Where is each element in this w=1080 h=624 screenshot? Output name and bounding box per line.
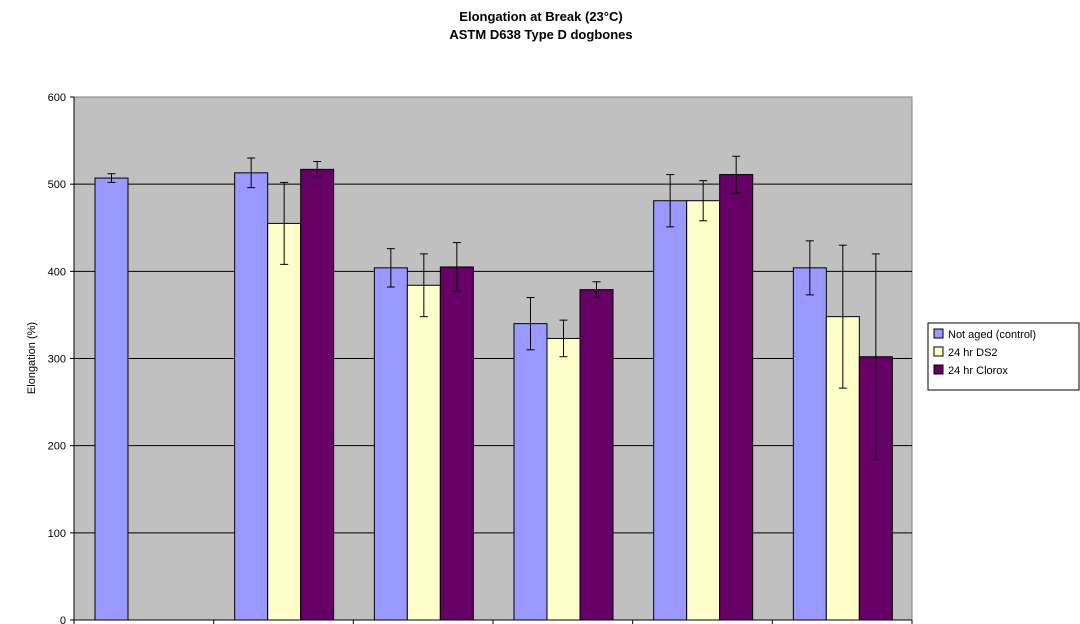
y-tick-label: 600 bbox=[48, 92, 66, 104]
bar bbox=[406, 284, 441, 621]
bar bbox=[653, 200, 688, 621]
y-axis: 0 100 200 300 400 500 600 bbox=[48, 92, 75, 624]
bar bbox=[546, 337, 581, 621]
chart-title: Elongation at Break (23°C) bbox=[459, 9, 622, 24]
bars bbox=[94, 168, 893, 621]
bar bbox=[300, 168, 335, 621]
legend: Not aged (control) 24 hr DS2 24 hr Clorox bbox=[927, 322, 1080, 391]
legend-box bbox=[927, 322, 1080, 391]
chart-subtitle: ASTM D638 Type D dogbones bbox=[449, 27, 632, 42]
bar bbox=[373, 267, 408, 621]
bar bbox=[719, 174, 754, 621]
y-axis-title: Elongation (%) bbox=[26, 322, 38, 394]
legend-swatch bbox=[933, 328, 944, 339]
y-tick-label: 400 bbox=[48, 266, 66, 278]
legend-label: 24 hr DS2 bbox=[948, 347, 998, 359]
x-axis bbox=[73, 619, 913, 624]
bar bbox=[513, 323, 548, 621]
y-tick-label: 0 bbox=[60, 615, 66, 624]
error-bars bbox=[107, 155, 880, 461]
legend-swatch bbox=[933, 346, 944, 357]
gridlines bbox=[74, 183, 912, 534]
bar bbox=[267, 222, 302, 621]
legend-label: Not aged (control) bbox=[948, 329, 1036, 341]
legend-label: 24 hr Clorox bbox=[948, 365, 1008, 377]
bar bbox=[792, 267, 827, 621]
bar bbox=[234, 172, 269, 621]
y-tick-label: 500 bbox=[48, 179, 66, 191]
bar bbox=[94, 177, 129, 621]
bar bbox=[686, 200, 721, 621]
y-tick-label: 200 bbox=[48, 441, 66, 453]
bar bbox=[579, 289, 614, 621]
y-tick-label: 300 bbox=[48, 354, 66, 366]
bar bbox=[439, 266, 474, 621]
legend-swatch bbox=[933, 364, 944, 375]
y-tick-label: 100 bbox=[48, 528, 66, 540]
